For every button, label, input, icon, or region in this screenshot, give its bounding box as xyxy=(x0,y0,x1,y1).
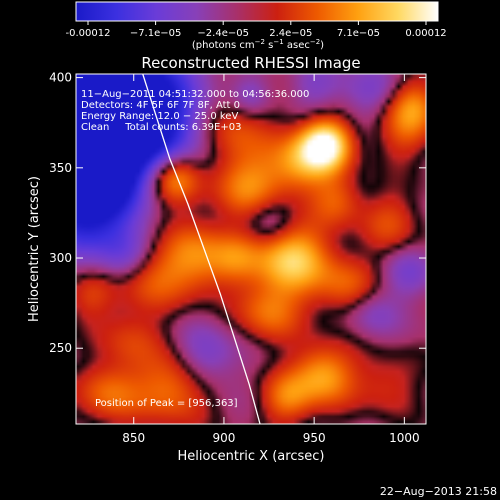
info-counts: Clean Total counts: 6.39E+03 xyxy=(81,122,241,133)
solar-limb-line xyxy=(142,74,261,424)
heatmap-image xyxy=(76,74,426,424)
colorbar-tick-label: −7.1e−05 xyxy=(130,28,182,39)
y-tick-label: 400 xyxy=(49,71,72,85)
peak-position-label: Position of Peak = [956,363] xyxy=(95,398,238,409)
observation-info: 11−Aug−2011 04:51:32.000 to 04:56:36.000… xyxy=(81,89,309,133)
info-energy-range: Energy Range: 12.0 − 25.0 keV xyxy=(81,111,238,122)
colorbar-tick-label: -0.00012 xyxy=(66,28,111,39)
colorbar-tick-label: −2.4e−05 xyxy=(197,28,249,39)
colorbar-tick-labels: -0.00012 −7.1e−05 −2.4e−05 2.4e−05 7.1e−05 0.… xyxy=(66,28,447,39)
plot-frame xyxy=(75,73,427,425)
colorbar-tick-label: 7.1e−05 xyxy=(337,28,380,39)
x-axis-label: Heliocentric X (arcsec) xyxy=(178,449,325,464)
colorbar-gradient xyxy=(75,1,439,22)
info-detectors: Detectors: 4F 5F 6F 7F 8F, Att 0 xyxy=(81,100,240,111)
y-tick-label: 300 xyxy=(49,251,72,265)
colorbar-tick-label: 0.00012 xyxy=(405,28,446,39)
colorbar-unit-label: (photons cm−2 s−1 asec−2) xyxy=(192,38,324,51)
colorbar-ticks xyxy=(87,21,427,25)
y-tick-label: 250 xyxy=(49,341,72,355)
y-tick-label: 350 xyxy=(49,161,72,175)
colorbar: -0.00012 −7.1e−05 −2.4e−05 2.4e−05 7.1e−05 0.… xyxy=(66,1,447,51)
colorbar-tick-label: 2.4e−05 xyxy=(269,28,312,39)
x-tick-label: 900 xyxy=(212,431,235,445)
info-time-range: 11−Aug−2011 04:51:32.000 to 04:56:36.000 xyxy=(81,89,309,100)
chart-title: Reconstructed RHESSI Image xyxy=(141,54,360,72)
y-axis: 250 300 350 400 xyxy=(49,71,426,355)
x-tick-label: 1000 xyxy=(389,431,420,445)
x-tick-label: 850 xyxy=(122,431,145,445)
x-axis: 850 900 950 1000 xyxy=(122,74,420,445)
y-axis-label: Heliocentric Y (arcsec) xyxy=(27,176,42,322)
render-timestamp: 22−Aug−2013 21:58 xyxy=(380,485,497,498)
x-tick-label: 950 xyxy=(303,431,326,445)
